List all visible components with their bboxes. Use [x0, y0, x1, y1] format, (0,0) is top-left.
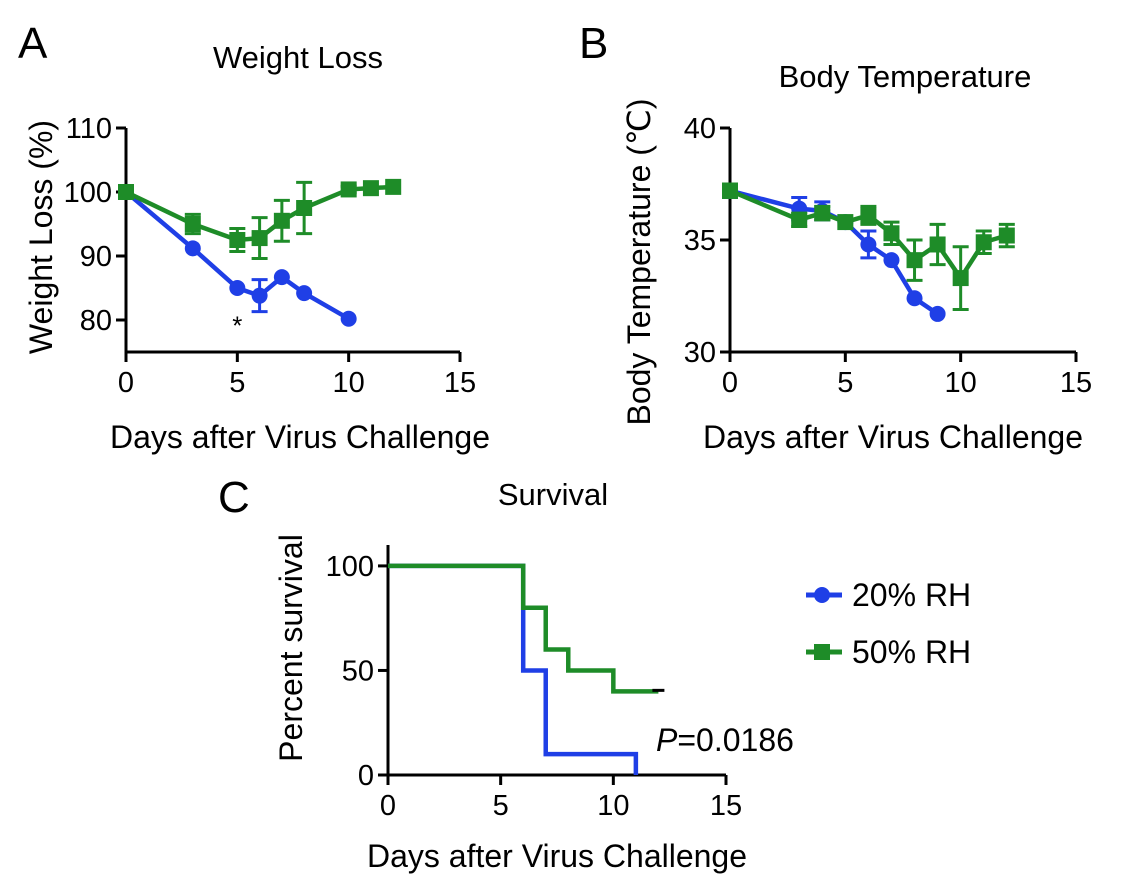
- panel-c-title: Survival: [498, 477, 608, 512]
- panel-a-ytick-label: 100: [64, 177, 112, 209]
- panel-c-xlabel: Days after Virus Challenge: [367, 838, 747, 874]
- panel-b-series-20rh-point: [906, 290, 923, 307]
- panel-a-ytick-label: 90: [80, 241, 112, 273]
- panel-a-series-20rh-point: [296, 285, 313, 302]
- p-value-annotation: P=0.0186: [656, 722, 794, 758]
- panel-c-ytick-label: 100: [326, 551, 374, 583]
- panel-b-xtick-label: 5: [837, 367, 853, 399]
- panel-c-ylabel: Percent survival: [273, 534, 309, 762]
- panel-a-series-50rh-point: [273, 212, 290, 229]
- legend: 20% RH 50% RH: [806, 577, 971, 670]
- panel-a-ytick-label: 110: [66, 113, 112, 145]
- panel-a-ytick-label: 80: [80, 305, 112, 337]
- panel-a-series-50rh-point: [340, 181, 357, 198]
- panel-a-series-50rh-point: [184, 216, 201, 232]
- panel-b-series-50rh-point: [952, 270, 969, 287]
- panel-b-series-50rh-point: [998, 227, 1015, 244]
- panel-b-series-50rh-point: [929, 236, 946, 253]
- panel-c-ytick-label: 50: [342, 655, 374, 687]
- panel-b-title: Body Temperature: [779, 59, 1032, 94]
- panel-b-xlabel: Days after Virus Challenge: [703, 419, 1083, 455]
- panel-b-xtick-label: 15: [1060, 367, 1092, 399]
- panel-c-xtick-label: 5: [493, 790, 509, 822]
- panel-c-xtick-label: 15: [710, 790, 742, 822]
- legend-label-20rh: 20% RH: [852, 577, 971, 613]
- panel-b-series-50rh-point: [883, 225, 900, 242]
- panel-a-xtick-label: 10: [333, 367, 365, 399]
- panel-b-series-50rh-point: [837, 214, 854, 231]
- panel-a-series-50rh-point: [296, 200, 313, 216]
- panel-a-xtick-label: 0: [118, 367, 134, 399]
- panel-b-series-50rh-point: [906, 252, 923, 269]
- panel-b-series-20rh-point: [883, 252, 900, 269]
- panel-a-series-50rh-point: [251, 230, 268, 247]
- panel-b-series-50rh-point: [722, 182, 738, 199]
- panel-b-ytick-label: 40: [684, 113, 716, 145]
- panel-a-series-20rh-point: [229, 280, 246, 296]
- panel-b-ytick-label: 35: [684, 225, 716, 257]
- panel-b-series-50rh-point: [814, 205, 831, 222]
- panel-a-xtick-label: 15: [444, 367, 476, 399]
- panel-b-xtick-label: 0: [722, 367, 738, 399]
- panel-a-series-20rh-point: [273, 269, 290, 286]
- panel-b-series-20rh-point: [860, 236, 877, 253]
- panel-a-series-50rh-point: [362, 180, 379, 197]
- panel-c-xtick-label: 0: [380, 790, 396, 822]
- panel-b-ytick-label: 30: [684, 337, 716, 369]
- panel-a-significance-star: *: [232, 310, 242, 340]
- panel-a-xlabel: Days after Virus Challenge: [110, 419, 490, 455]
- panel-b-ylabel: Body Temperature (℃): [621, 98, 657, 425]
- panel-c-xtick-label: 10: [597, 790, 629, 822]
- panel-a-series-50rh-point: [229, 232, 246, 248]
- panel-c-plot: 0 50 100 0 5 10 15: [326, 545, 742, 822]
- legend-marker-20rh: [814, 587, 830, 603]
- panel-a-series-20rh-point: [340, 310, 357, 327]
- panel-b-plot: 30 35 40 0 5 10 15: [684, 113, 1092, 399]
- panel-c-series-50rh-line: [388, 563, 659, 694]
- panel-letter-c: C: [218, 473, 250, 522]
- panel-a-ylabel: Weight Loss (%): [23, 120, 59, 354]
- panel-b-series-50rh-point: [860, 207, 877, 224]
- p-value-number: =0.0186: [677, 722, 794, 758]
- panel-c-ytick-label: 0: [358, 760, 374, 792]
- panel-a-series-20rh-line: [124, 190, 350, 321]
- panel-a-xtick-label: 5: [229, 367, 245, 399]
- panel-b-xtick-label: 10: [945, 367, 977, 399]
- panel-letter-b: B: [579, 19, 608, 68]
- panel-a-plot: 80 90 100 110 0 5 10 15 *: [64, 113, 477, 399]
- panel-a-series-50rh-point: [385, 178, 402, 195]
- panel-a-title: Weight Loss: [213, 40, 383, 75]
- panel-b-series-20rh-point: [929, 305, 946, 322]
- legend-label-50rh: 50% RH: [852, 634, 971, 670]
- panel-a-series-20rh-point: [251, 287, 268, 304]
- p-value-prefix: P: [656, 722, 678, 758]
- legend-marker-50rh: [814, 644, 830, 660]
- panel-a-series-50rh-point: [118, 184, 134, 200]
- panel-b-series-50rh-point: [791, 211, 808, 228]
- panel-b-series-50rh-point: [975, 234, 992, 251]
- panel-letter-a: A: [18, 19, 48, 68]
- panel-a-series-20rh-point: [184, 240, 201, 257]
